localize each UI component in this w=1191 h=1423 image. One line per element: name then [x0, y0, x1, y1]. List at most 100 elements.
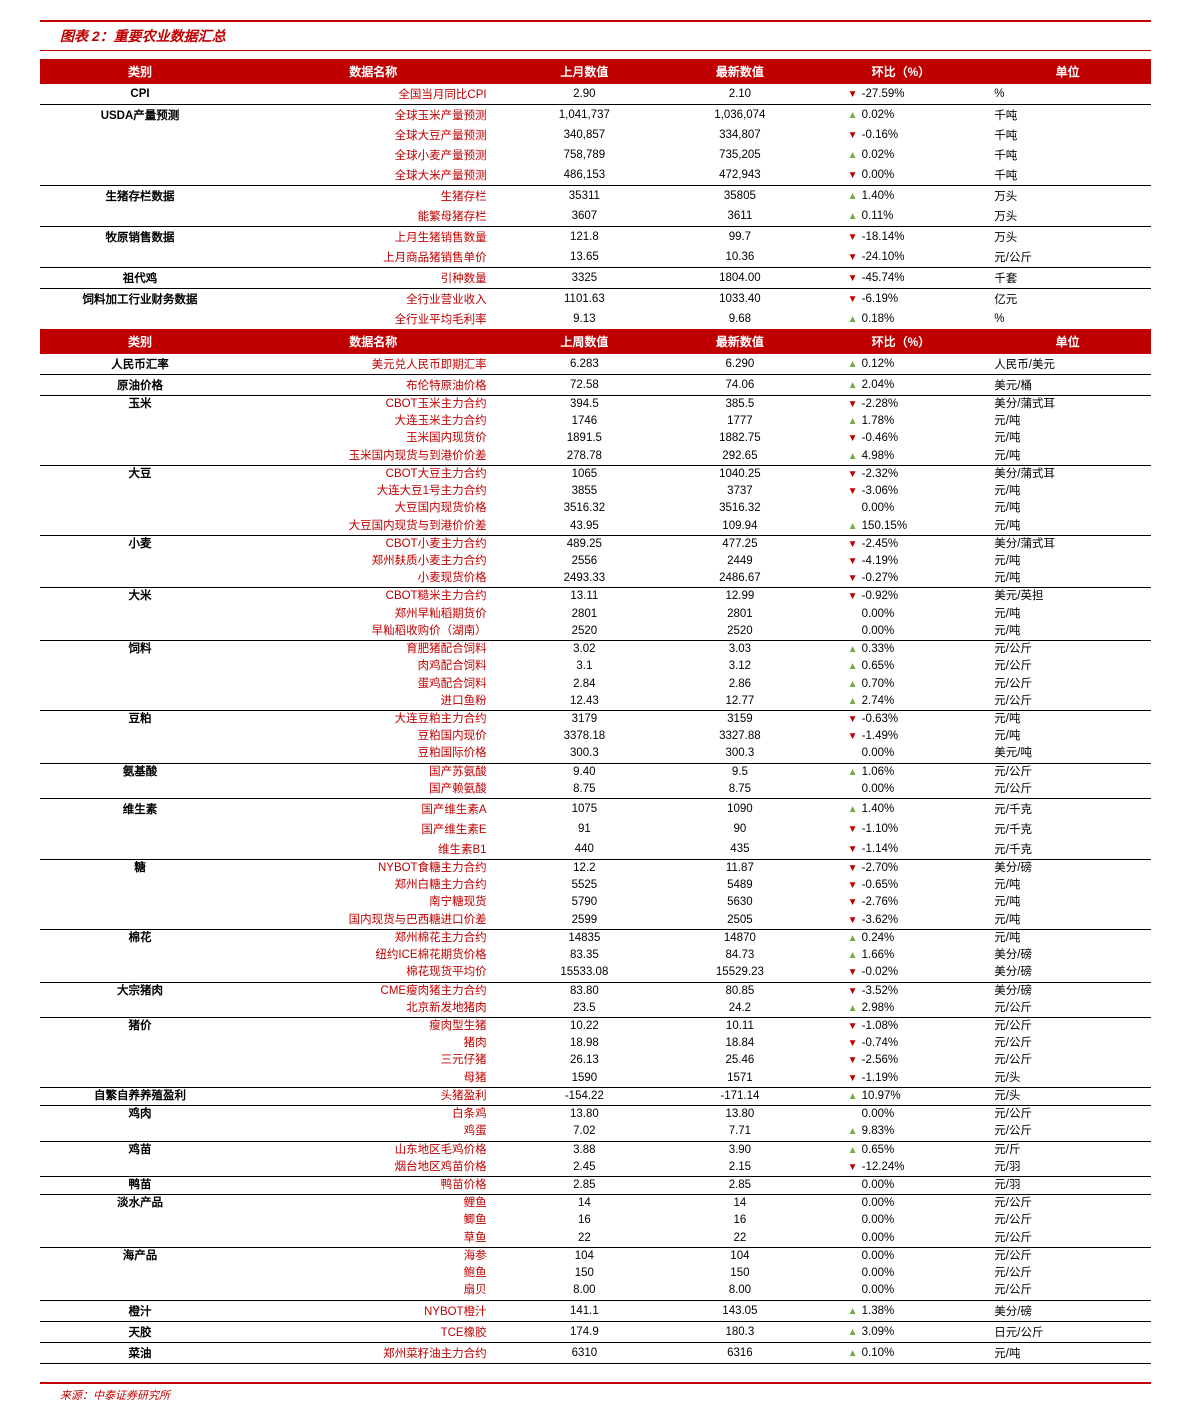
cell-category	[40, 839, 240, 860]
cell-category: 维生素	[40, 799, 240, 820]
cell-unit: 元/吨	[984, 728, 1151, 745]
cell-prev: 758,789	[507, 145, 663, 165]
cell-unit: 元/吨	[984, 518, 1151, 536]
cell-change: ▼-2.56%	[818, 1052, 985, 1069]
cell-unit: 元/公斤	[984, 1230, 1151, 1248]
cell-change: ▼-2.76%	[818, 894, 985, 911]
table-row: 鸡苗山东地区毛鸡价格3.883.90▲0.65%元/斤	[40, 1141, 1151, 1159]
cell-unit: 元/吨	[984, 606, 1151, 623]
cell-change: 0.00%	[818, 500, 985, 517]
cell-name: CME瘦肉猪主力合约	[240, 982, 507, 1000]
triangle-down-icon: ▼	[848, 1021, 862, 1033]
table-row: 棉花现货平均价15533.0815529.23▼-0.02%美分/磅	[40, 964, 1151, 982]
table-row: 蛋鸡配合饲料2.842.86▲0.70%元/公斤	[40, 676, 1151, 693]
cell-name: 鲍鱼	[240, 1265, 507, 1282]
cell-prev: 35311	[507, 186, 663, 207]
hdr2-cat: 类别	[40, 329, 240, 354]
table-row: 能繁母猪存栏36073611▲0.11%万头	[40, 206, 1151, 227]
cell-change: ▲0.70%	[818, 676, 985, 693]
cell-prev: 23.5	[507, 1000, 663, 1018]
cell-new: 2449	[662, 553, 818, 570]
cell-change: ▼-3.62%	[818, 912, 985, 930]
cell-name: 育肥猪配合饲料	[240, 641, 507, 659]
table-row: 早籼稻收购价（湖南）252025200.00%元/吨	[40, 623, 1151, 641]
cell-category: 海产品	[40, 1247, 240, 1265]
triangle-down-icon: ▼	[848, 1038, 862, 1050]
table-row: 鸡蛋7.027.71▲9.83%元/公斤	[40, 1123, 1151, 1141]
cell-prev: 394.5	[507, 396, 663, 414]
triangle-up-icon: ▲	[848, 1306, 862, 1317]
cell-unit: 元/斤	[984, 1141, 1151, 1159]
cell-change: ▼-0.92%	[818, 588, 985, 606]
triangle-down-icon: ▼	[848, 556, 862, 568]
cell-new: 472,943	[662, 165, 818, 186]
cell-name: 郑州菜籽油主力合约	[240, 1342, 507, 1363]
cell-name: 烟台地区鸡苗价格	[240, 1159, 507, 1177]
triangle-down-icon: ▼	[848, 824, 862, 835]
cell-new: 2486.67	[662, 570, 818, 588]
cell-category	[40, 247, 240, 268]
cell-new: 3516.32	[662, 500, 818, 517]
cell-prev: 2599	[507, 912, 663, 930]
cell-prev: 15533.08	[507, 964, 663, 982]
cell-new: 12.77	[662, 693, 818, 711]
hdr-new: 最新数值	[662, 59, 818, 84]
triangle-up-icon: ▲	[848, 1145, 862, 1157]
cell-prev: 8.75	[507, 781, 663, 799]
cell-name: 瘦肉型生猪	[240, 1018, 507, 1036]
cell-unit: 元/公斤	[984, 1247, 1151, 1265]
cell-name: 头猪盈利	[240, 1087, 507, 1105]
cell-category: 生猪存栏数据	[40, 186, 240, 207]
cell-unit: 美分/蒲式耳	[984, 465, 1151, 483]
cell-change: 0.00%	[818, 606, 985, 623]
cell-name: 郑州麸质小麦主力合约	[240, 553, 507, 570]
table-row: 氨基酸国产苏氨酸9.409.5▲1.06%元/公斤	[40, 763, 1151, 781]
cell-prev: 6.283	[507, 354, 663, 375]
cell-unit: 千吨	[984, 105, 1151, 126]
table-row: 生猪存栏数据生猪存栏3531135805▲1.40%万头	[40, 186, 1151, 207]
hdr-chg: 环比（%）	[818, 59, 985, 84]
cell-new: 3737	[662, 483, 818, 500]
triangle-up-icon: ▲	[848, 950, 862, 962]
cell-change: 0.00%	[818, 1265, 985, 1282]
cell-prev: 174.9	[507, 1321, 663, 1342]
cell-new: 74.06	[662, 375, 818, 396]
cell-change: ▼-3.52%	[818, 982, 985, 1000]
cell-unit: 元/羽	[984, 1176, 1151, 1194]
cell-change: 0.00%	[818, 1230, 985, 1248]
cell-prev: 2.84	[507, 676, 663, 693]
cell-prev: 1590	[507, 1070, 663, 1088]
cell-prev: -154.22	[507, 1087, 663, 1105]
cell-name: 鸭苗价格	[240, 1176, 507, 1194]
cell-new: 300.3	[662, 745, 818, 763]
table-row: 猪肉18.9818.84▼-0.74%元/公斤	[40, 1035, 1151, 1052]
cell-category	[40, 1230, 240, 1248]
cell-name: 肉鸡配合饲料	[240, 658, 507, 675]
triangle-down-icon: ▼	[848, 130, 862, 141]
cell-category	[40, 623, 240, 641]
triangle-up-icon: ▲	[848, 314, 862, 325]
cell-prev: 12.43	[507, 693, 663, 711]
hdr-unit: 单位	[984, 59, 1151, 84]
cell-prev: 1891.5	[507, 430, 663, 447]
cell-prev: 2520	[507, 623, 663, 641]
cell-change: 0.00%	[818, 781, 985, 799]
cell-prev: 489.25	[507, 535, 663, 553]
table-row: 北京新发地猪肉23.524.2▲2.98%元/公斤	[40, 1000, 1151, 1018]
cell-change: 0.00%	[818, 623, 985, 641]
cell-new: 5489	[662, 877, 818, 894]
hdr-cat: 类别	[40, 59, 240, 84]
cell-new: 11.87	[662, 860, 818, 878]
cell-unit: 元/公斤	[984, 1052, 1151, 1069]
cell-name: 北京新发地猪肉	[240, 1000, 507, 1018]
cell-name: 扇贝	[240, 1282, 507, 1300]
cell-unit: 元/吨	[984, 448, 1151, 466]
cell-name: 全球大豆产量预测	[240, 125, 507, 145]
cell-unit: 万头	[984, 227, 1151, 248]
triangle-down-icon: ▼	[848, 986, 862, 998]
cell-category	[40, 1070, 240, 1088]
footer-source: 来源：中泰证券研究所	[40, 1390, 170, 1402]
cell-prev: 486,153	[507, 165, 663, 186]
table-row: 维生素B1440435▼-1.14%元/千克	[40, 839, 1151, 860]
cell-unit: 元/吨	[984, 623, 1151, 641]
